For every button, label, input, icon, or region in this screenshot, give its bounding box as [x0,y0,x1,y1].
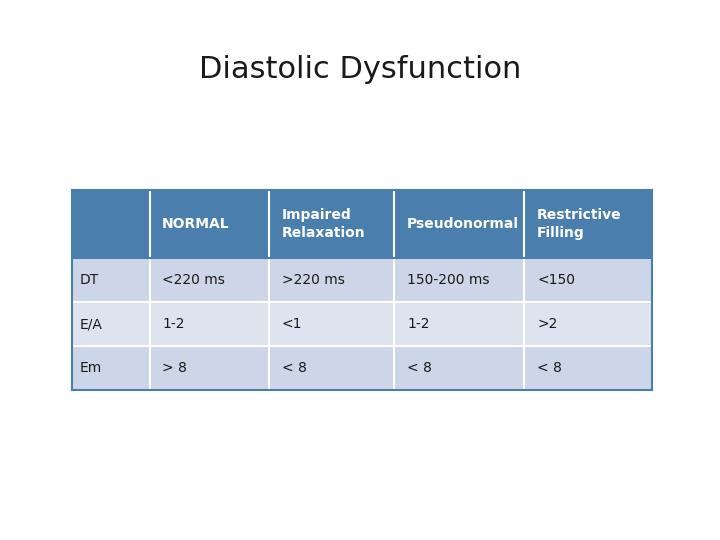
Bar [150,190,269,258]
Text: <1: <1 [282,317,302,331]
Bar [524,302,652,346]
Text: Restrictive
Filling: Restrictive Filling [537,208,622,240]
Bar [524,190,652,258]
Bar [150,302,269,346]
Text: 150-200 ms: 150-200 ms [407,273,490,287]
Text: E/A: E/A [80,317,103,331]
Text: Impaired
Relaxation: Impaired Relaxation [282,208,365,240]
Bar [269,346,394,390]
Text: Em: Em [80,361,102,375]
Bar [394,346,524,390]
Bar [394,258,524,302]
Text: 1-2: 1-2 [407,317,429,331]
Text: 1-2: 1-2 [162,317,185,331]
Text: Diastolic Dysfunction: Diastolic Dysfunction [199,56,521,84]
Bar [150,346,269,390]
Text: DT: DT [80,273,99,287]
Text: < 8: < 8 [282,361,307,375]
Bar [394,190,524,258]
Bar [269,190,394,258]
Bar [72,258,150,302]
Bar [394,302,524,346]
Bar [150,258,269,302]
Bar [524,346,652,390]
Bar [269,258,394,302]
Text: < 8: < 8 [407,361,432,375]
Bar [72,302,150,346]
Text: NORMAL: NORMAL [162,217,230,231]
Text: >220 ms: >220 ms [282,273,345,287]
Text: < 8: < 8 [537,361,562,375]
Text: <220 ms: <220 ms [162,273,225,287]
Bar [72,346,150,390]
Bar [524,258,652,302]
Text: <150: <150 [537,273,575,287]
Bar [269,302,394,346]
Text: >2: >2 [537,317,557,331]
Text: > 8: > 8 [162,361,187,375]
Bar [72,190,150,258]
Text: Pseudonormal: Pseudonormal [407,217,519,231]
